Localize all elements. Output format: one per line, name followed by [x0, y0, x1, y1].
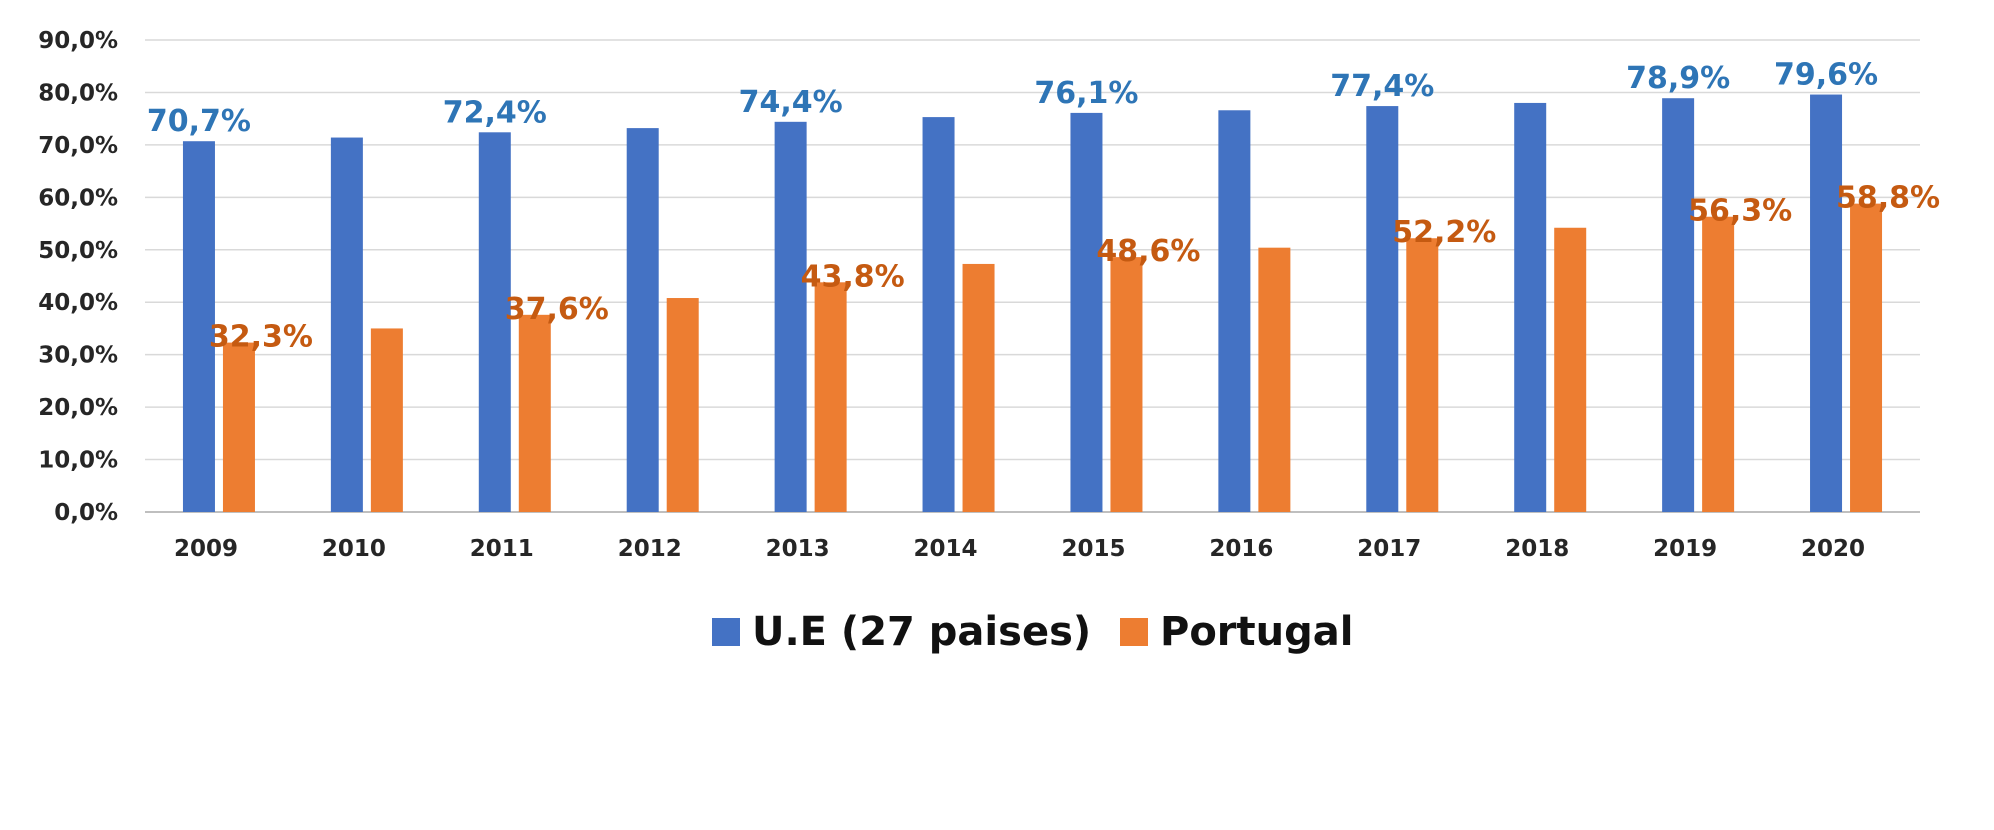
bar-portugal-2011 [518, 314, 551, 512]
bar-u-e-27-paises--2016 [1218, 110, 1251, 512]
y-tick-label: 0,0% [54, 500, 118, 526]
data-labels: 70,7% 72,4% 74,4% 76,1% 77,4% 78,9% 79,6% 32,3%… [147, 58, 1940, 355]
x-tick-label: 2017 [1357, 536, 1421, 562]
x-tick-label: 2009 [174, 536, 238, 562]
data-label: 79,6% [1774, 58, 1878, 93]
x-tick-label: 2015 [1061, 536, 1125, 562]
bar-portugal-2010 [370, 328, 403, 512]
bar-portugal-2014 [962, 263, 995, 512]
y-tick-label: 30,0% [38, 343, 118, 369]
bar-u-e-27-paises--2018 [1514, 102, 1547, 512]
bar-portugal-2018 [1554, 227, 1587, 513]
y-tick-label: 50,0% [38, 238, 118, 264]
data-label: 78,9% [1626, 61, 1730, 96]
bar-portugal-2015 [1110, 257, 1143, 512]
y-tick-label: 20,0% [38, 395, 118, 421]
legend: U.E (27 paises) Portugal [712, 609, 1353, 655]
bar-portugal-2016 [1258, 247, 1291, 512]
data-label: 43,8% [801, 259, 905, 294]
x-tick-label: 2014 [914, 536, 978, 562]
data-label: 56,3% [1688, 194, 1792, 229]
bar-u-e-27-paises--2013 [774, 121, 807, 513]
x-tick-label: 2013 [766, 536, 830, 562]
x-axis-tick-labels: 2009 2010 2011 2012 2013 2014 2015 2016 2017 2018… [174, 536, 1865, 562]
y-axis-tick-labels: 0,0% 10,0% 20,0% 30,0% 40,0% 50,0% 60,0% 70,0% 8… [38, 28, 118, 526]
data-label: 72,4% [443, 95, 547, 130]
x-tick-label: 2011 [470, 536, 534, 562]
x-tick-label: 2018 [1505, 536, 1569, 562]
bar-u-e-27-paises--2011 [478, 132, 511, 512]
y-tick-label: 70,0% [38, 133, 118, 159]
y-tick-label: 40,0% [38, 290, 118, 316]
bars [182, 94, 1883, 513]
y-tick-label: 90,0% [38, 28, 118, 54]
data-label: 37,6% [505, 292, 609, 327]
bar-portugal-2012 [666, 298, 699, 512]
legend-label: Portugal [1160, 609, 1353, 655]
data-label: 32,3% [209, 320, 313, 355]
x-tick-label: 2012 [618, 536, 682, 562]
y-tick-label: 60,0% [38, 185, 118, 211]
data-label: 76,1% [1034, 76, 1138, 111]
bar-u-e-27-paises--2012 [626, 128, 659, 512]
bar-portugal-2020 [1850, 203, 1883, 513]
bar-portugal-2009 [222, 342, 255, 512]
legend-swatch [712, 618, 740, 646]
bar-u-e-27-paises--2019 [1662, 98, 1695, 513]
legend-swatch [1120, 618, 1148, 646]
legend-label: U.E (27 paises) [752, 609, 1091, 655]
bar-u-e-27-paises--2014 [922, 117, 955, 513]
data-label: 58,8% [1836, 181, 1940, 216]
bar-portugal-2017 [1406, 238, 1439, 513]
data-label: 48,6% [1096, 234, 1200, 269]
data-label: 52,2% [1392, 215, 1496, 250]
bar-u-e-27-paises--2017 [1366, 106, 1399, 512]
y-tick-label: 10,0% [38, 448, 118, 474]
gridlines [145, 39, 1920, 513]
x-tick-label: 2010 [322, 536, 386, 562]
x-tick-label: 2016 [1209, 536, 1273, 562]
bar-u-e-27-paises--2020 [1810, 94, 1843, 512]
bar-portugal-2019 [1702, 216, 1735, 512]
y-tick-label: 80,0% [38, 80, 118, 106]
bar-u-e-27-paises--2015 [1070, 112, 1103, 513]
bar-portugal-2013 [814, 282, 847, 512]
data-label: 77,4% [1330, 69, 1434, 104]
data-label: 70,7% [147, 104, 251, 139]
x-tick-label: 2020 [1801, 536, 1865, 562]
data-label: 74,4% [739, 85, 843, 120]
x-tick-label: 2019 [1653, 536, 1717, 562]
bar-u-e-27-paises--2009 [182, 141, 215, 512]
bar-u-e-27-paises--2010 [330, 137, 363, 512]
